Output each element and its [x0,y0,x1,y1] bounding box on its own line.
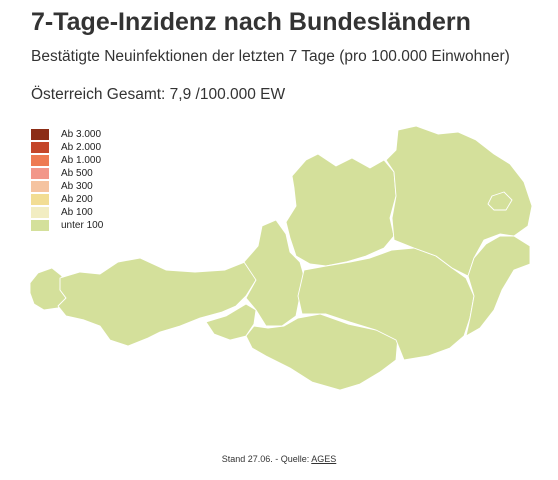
legend-item: Ab 500 [31,167,103,180]
legend-label: Ab 300 [61,181,93,192]
source-link[interactable]: AGES [311,454,337,464]
state-kaernten[interactable] [245,313,399,391]
legend-label: Ab 1.000 [61,155,102,166]
state-osttirol[interactable] [205,303,257,341]
legend-label: unter 100 [61,220,104,231]
legend-item: Ab 3.000 [31,128,103,141]
legend-item: Ab 100 [31,206,103,219]
footer-text: Stand 27.06. - Quelle: [221,454,312,464]
legend-item: unter 100 [31,219,103,232]
legend-label: Ab 2.000 [61,142,102,153]
page-subtitle: Bestätigte Neuinfektionen der letzten 7 … [31,48,510,65]
footer: Stand 27.06. - Quelle: AGES [0,454,558,464]
legend-item: Ab 2.000 [31,141,103,154]
legend-swatch [31,155,49,166]
legend-swatch [31,220,49,231]
legend-label: Ab 500 [61,168,93,179]
legend-label: Ab 3.000 [61,129,102,140]
state-tirol[interactable] [57,257,261,347]
legend-item: Ab 200 [31,193,103,206]
legend-swatch [31,168,49,179]
legend-swatch [31,207,49,218]
legend-item: Ab 300 [31,180,103,193]
legend-swatch [31,181,49,192]
legend-swatch [31,194,49,205]
state-wien[interactable] [487,191,513,211]
legend-swatch [31,129,49,140]
legend-swatch [31,142,49,153]
page-title: 7-Tage-Inzidenz nach Bundesländern [31,8,471,36]
legend-label: Ab 200 [61,194,93,205]
austria-total: Österreich Gesamt: 7,9 /100.000 EW [31,86,286,103]
legend: Ab 3.000 Ab 2.000 Ab 1.000 Ab 500 Ab 300… [31,128,103,232]
legend-label: Ab 100 [61,207,93,218]
legend-item: Ab 1.000 [31,154,103,167]
state-oberoesterreich[interactable] [285,153,397,267]
state-burgenland[interactable] [465,235,531,337]
state-steiermark[interactable] [297,247,475,361]
